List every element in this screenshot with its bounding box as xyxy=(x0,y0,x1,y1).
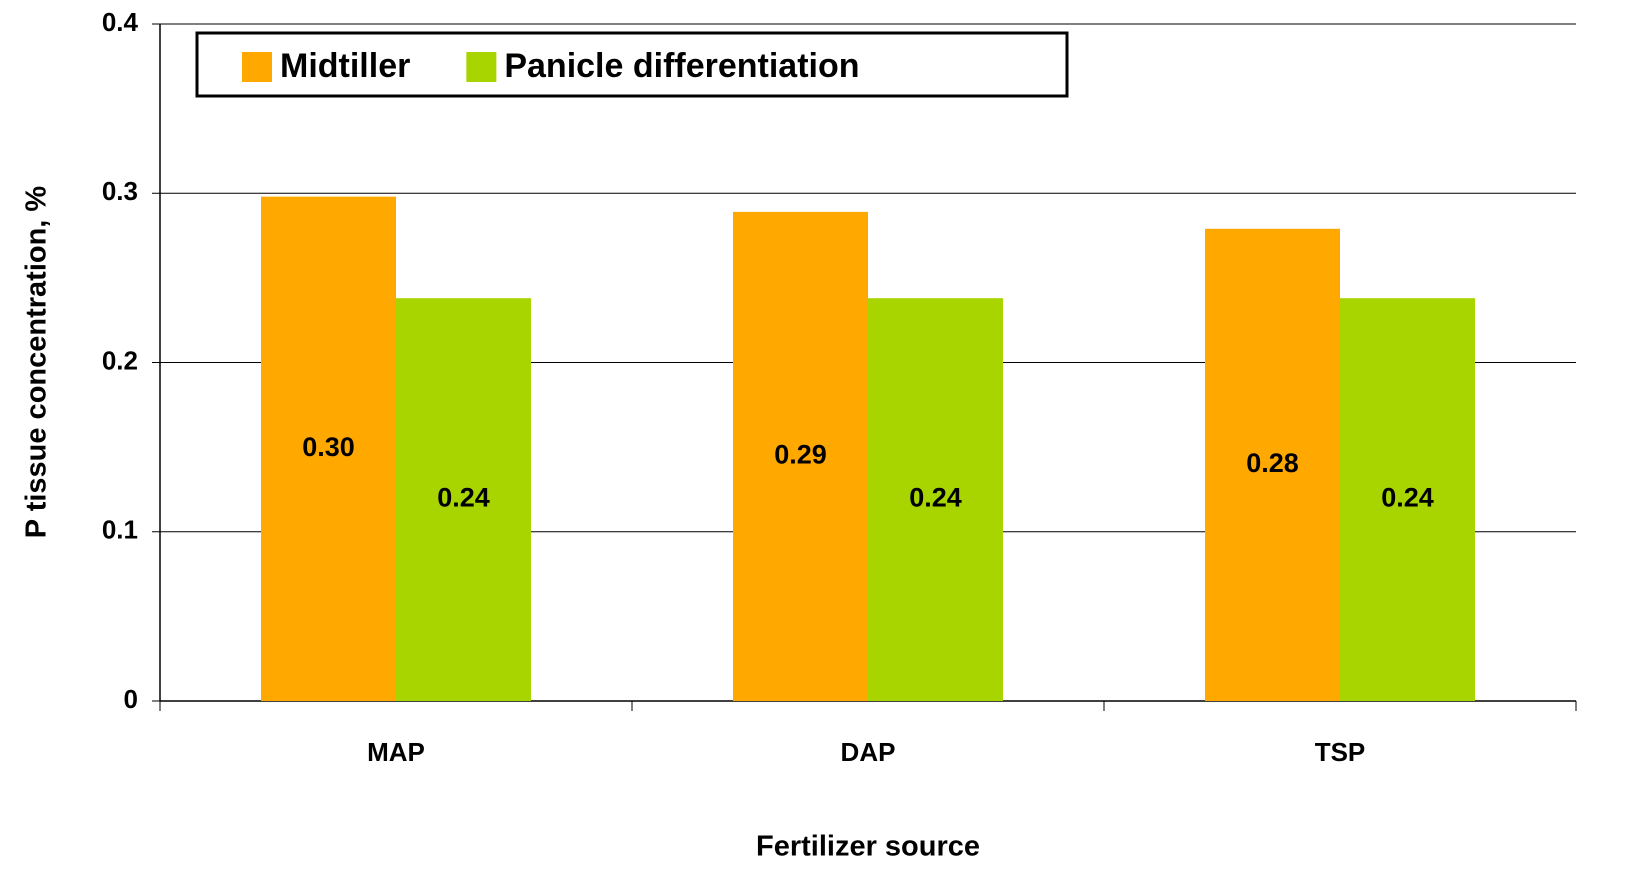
value-label: 0.24 xyxy=(437,483,490,513)
y-axis-title: P tissue concentration, % xyxy=(21,186,53,539)
bar xyxy=(1205,228,1340,702)
y-tick-label: 0.3 xyxy=(102,176,138,206)
x-tick-label: TSP xyxy=(1315,737,1366,767)
y-tick-label: 0.1 xyxy=(102,515,138,545)
y-tick-label: 0.4 xyxy=(102,7,139,37)
x-tick-label: MAP xyxy=(367,737,425,767)
x-axis-title: Fertilizer source xyxy=(756,831,980,863)
value-label: 0.30 xyxy=(302,432,355,462)
y-tick-label: 0 xyxy=(124,684,138,714)
x-tick-label: DAP xyxy=(841,737,896,767)
legend-label: Panicle differentiation xyxy=(504,47,859,85)
value-label: 0.28 xyxy=(1246,448,1299,478)
value-label: 0.29 xyxy=(774,440,827,470)
legend-swatch xyxy=(242,52,272,82)
bar xyxy=(261,196,396,701)
legend-swatch xyxy=(466,52,497,82)
bar xyxy=(396,298,531,701)
bar xyxy=(868,298,1003,701)
legend-box xyxy=(195,31,1069,98)
value-label: 0.24 xyxy=(1381,483,1434,513)
bar xyxy=(733,211,868,701)
y-tick-label: 0.2 xyxy=(102,345,138,375)
legend-label: Midtiller xyxy=(280,47,410,85)
bar xyxy=(1340,298,1475,701)
value-label: 0.24 xyxy=(909,483,962,513)
